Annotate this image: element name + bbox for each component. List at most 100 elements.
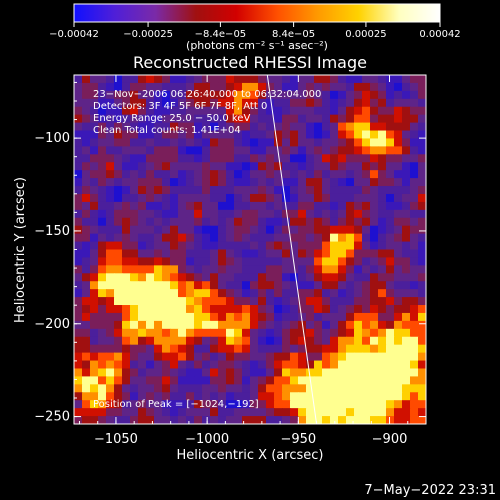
heatmap-cell [410,392,419,401]
heatmap-cell [402,297,411,306]
heatmap-cell [138,336,147,346]
heatmap-cell [186,209,195,219]
heatmap-cell [274,408,283,417]
heatmap-cell [122,241,131,251]
heatmap-cell [202,122,211,132]
heatmap-cell [178,336,187,346]
heatmap-cell [274,114,283,124]
x-axis-label: Heliocentric X (arcsec) [177,448,324,463]
heatmap-cell [386,217,395,227]
heatmap-cell [298,344,307,354]
heatmap-cell [282,90,291,100]
heatmap-cell [186,170,195,179]
heatmap-cell [346,130,355,140]
heatmap-cell [386,336,395,346]
heatmap-cell [202,384,211,393]
heatmap-cell [74,416,83,424]
heatmap-cell [138,384,147,393]
heatmap-cell [330,241,339,251]
heatmap-cell [138,376,147,385]
heatmap-cell [298,146,307,155]
heatmap-cell [362,186,371,195]
heatmap-cell [90,209,99,219]
heatmap-cell [282,130,291,140]
heatmap-cell [90,162,99,171]
heatmap-cell [98,352,107,362]
heatmap-cell [346,305,355,314]
heatmap-cell [274,265,283,274]
heatmap-cell [370,400,379,409]
heatmap-cell [330,201,339,211]
heatmap-cell [82,392,91,401]
heatmap-cell [330,265,339,274]
heatmap-cell [362,75,371,84]
heatmap-cell [90,376,99,385]
heatmap-cell [130,106,139,116]
heatmap-cell [90,114,99,124]
heatmap-cell [418,225,426,235]
heatmap-cell [362,249,371,259]
heatmap-cell [122,289,131,298]
heatmap-cell [122,305,131,314]
heatmap-cell [330,98,339,108]
heatmap-cell [258,273,267,282]
heatmap-cell [346,122,355,132]
heatmap-cell [210,305,219,314]
heatmap-cell [138,82,147,92]
heatmap-cell [354,408,363,417]
heatmap-cell [338,201,347,211]
heatmap-cell [338,186,347,195]
heatmap-cell [402,281,411,290]
heatmap-cell [122,217,131,227]
heatmap-cell [210,106,219,116]
heatmap-cell [170,368,179,378]
heatmap-cell [322,98,331,108]
heatmap-cell [226,273,235,282]
heatmap-cell [130,186,139,195]
heatmap-cell [82,217,91,227]
heatmap-cell [386,273,395,282]
heatmap-cell [418,193,426,203]
colorbar-tick-label: 8.4e−05 [272,29,315,40]
heatmap-cell [74,75,83,84]
heatmap-cell [106,408,115,417]
heatmap-cell [218,249,227,259]
heatmap-cell [362,305,371,314]
heatmap-cell [74,320,83,330]
heatmap-cell [178,241,187,251]
heatmap-cell [346,257,355,266]
heatmap-cell [250,122,259,132]
heatmap-cell [82,225,91,235]
heatmap-cell [210,241,219,251]
heatmap-cell [378,233,387,243]
heatmap-cell [322,217,331,227]
heatmap-cell [250,186,259,195]
heatmap-cell [122,106,131,116]
heatmap-cell [290,416,299,424]
heatmap-cell [362,328,371,338]
heatmap-cell [74,138,83,147]
heatmap-cell [98,249,107,259]
heatmap-cell [394,392,403,401]
heatmap-cell [418,82,426,92]
heatmap-cell [274,130,283,140]
heatmap-cell [242,281,251,290]
heatmap-cell [138,289,147,298]
heatmap-cell [106,98,115,108]
heatmap-cell [354,312,363,322]
heatmap-cell [362,297,371,306]
heatmap-cell [138,392,147,401]
heatmap-cell [234,408,243,417]
heatmap-cell [210,225,219,235]
heatmap-cell [242,82,251,92]
heatmap-cell [194,416,203,424]
heatmap-cell [146,209,155,219]
heatmap-cell [354,146,363,155]
heatmap-cell [114,186,123,195]
heatmap-cell [354,217,363,227]
heatmap-cell [194,328,203,338]
heatmap-cell [106,201,115,211]
heatmap-cell [338,225,347,235]
heatmap-cell [154,352,163,362]
heatmap-cell [154,344,163,354]
